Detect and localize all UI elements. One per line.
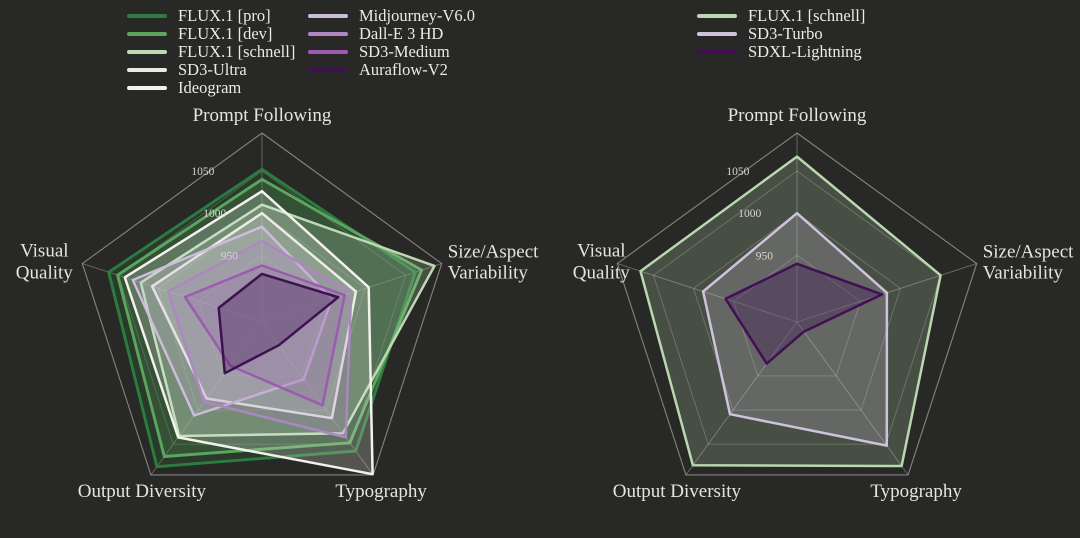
legend-swatch-sdxl-lightning: [697, 50, 737, 54]
axis-label-typography: Typography: [335, 481, 427, 502]
radar-outer-boundary: [616, 132, 978, 476]
series-polygon-sd3-turbo: [701, 211, 889, 447]
radar-spoke-visual-quality: [82, 263, 263, 323]
legend-item-sd3-ultra: SD3-Ultra: [127, 61, 295, 79]
radial-tick-label-1000: 1000: [203, 208, 226, 220]
legend-swatch-flux-1-schnell: [127, 50, 167, 54]
legend-label-midjourney-v6-0: Midjourney-V6.0: [359, 6, 475, 25]
legend-label-dall-e-3-hd: Dall-E 3 HD: [359, 24, 444, 43]
legend-item-sd3-turbo: SD3-Turbo: [697, 25, 865, 43]
legend-item-flux-1-schnell: FLUX.1 [schnell]: [697, 7, 865, 25]
legend-label-flux-1-schnell: FLUX.1 [schnell]: [178, 42, 296, 61]
legend-swatch-sd3-ultra: [127, 68, 167, 72]
legend-chart1-col2: Midjourney-V6.0 Dall-E 3 HD SD3-Medium Aura…: [308, 7, 475, 79]
legend-item-sdxl-lightning: SDXL-Lightning: [697, 43, 865, 61]
axis-label-typography: Typography: [870, 481, 962, 502]
radar-gridline-1050: [652, 170, 942, 445]
axis-label-visual-quality-line1: Visual: [20, 241, 68, 262]
radial-tick-label-950: 950: [756, 250, 774, 262]
radar-gridline-1000: [692, 212, 902, 411]
legend-item-auraflow-v2: Auraflow-V2: [308, 61, 475, 79]
axis-label-size-aspect-variability-line2: Variability: [448, 263, 529, 284]
legend-item-flux-1-dev: FLUX.1 [dev]: [127, 25, 295, 43]
legend-swatch-flux-1-dev: [127, 32, 167, 36]
series-polygon-flux-1-schnell: [639, 155, 942, 468]
legend-item-flux-1-pro: FLUX.1 [pro]: [127, 7, 295, 25]
legend-swatch-flux-1-pro: [127, 14, 167, 18]
legend-swatch-auraflow-v2: [308, 68, 348, 72]
radar-chart-2: 950 1000 1050 Prompt Following Size/AspectVa…: [573, 105, 1074, 502]
series-polygon-sdxl-lightning: [724, 262, 884, 365]
legend-chart2-col1: FLUX.1 [schnell] SD3-Turbo SDXL-Lightning: [697, 7, 865, 61]
axis-label-size-aspect-variability-line1: Size/Aspect: [983, 242, 1074, 263]
legend-swatch-dall-e-3-hd: [308, 32, 348, 36]
axis-label-output-diversity: Output Diversity: [613, 481, 742, 502]
legend-item-dall-e-3-hd: Dall-E 3 HD: [308, 25, 475, 43]
legend-item-sd3-medium: SD3-Medium: [308, 43, 475, 61]
legend-swatch-ideogram: [127, 86, 167, 90]
legend-swatch-sd3-turbo: [697, 32, 737, 36]
series-polygon-sd3-ultra: [150, 211, 358, 420]
radial-tick-label-1050: 1050: [726, 166, 749, 178]
radar-chart-1: 950 1000 1050 Prompt Following Size/AspectVa…: [16, 105, 539, 502]
legend-label-sd3-ultra: SD3-Ultra: [178, 60, 247, 79]
radar-spoke-typography: [796, 321, 909, 476]
legend-swatch-sd3-medium: [308, 50, 348, 54]
radar-gridline-950: [733, 254, 861, 377]
axis-label-visual-quality-line2: Quality: [16, 263, 73, 284]
radar-spoke-typography: [261, 321, 374, 476]
radial-tick-label-1000: 1000: [738, 208, 761, 220]
legend-item-flux-1-schnell: FLUX.1 [schnell]: [127, 43, 295, 61]
legend-label-sd3-medium: SD3-Medium: [359, 42, 450, 61]
legend-label-flux-1-dev: FLUX.1 [dev]: [178, 24, 273, 43]
legend-item-midjourney-v6-0: Midjourney-V6.0: [308, 7, 475, 25]
series-polygon-dall-e-3-hd: [166, 239, 353, 439]
axis-label-size-aspect-variability-line1: Size/Aspect: [448, 242, 539, 263]
legend-label-sdxl-lightning: SDXL-Lightning: [748, 42, 862, 61]
legend-swatch-flux-1-schnell: [697, 14, 737, 18]
axis-label-prompt-following: Prompt Following: [728, 105, 867, 126]
legend-swatch-midjourney-v6-0: [308, 14, 348, 18]
axis-label-visual-quality-line1: Visual: [577, 241, 625, 262]
series-polygon-auraflow-v2: [217, 272, 340, 375]
axis-label-prompt-following: Prompt Following: [193, 105, 332, 126]
legend-chart1-col1: FLUX.1 [pro] FLUX.1 [dev] FLUX.1 [schnell]…: [127, 7, 295, 97]
legend-label-flux-1-pro: FLUX.1 [pro]: [178, 6, 271, 25]
radial-tick-label-950: 950: [221, 250, 239, 262]
legend-label-flux-1-schnell: FLUX.1 [schnell]: [748, 6, 866, 25]
axis-label-visual-quality-line2: Quality: [573, 263, 630, 284]
legend-label-ideogram: Ideogram: [178, 78, 242, 97]
axis-label-output-diversity: Output Diversity: [78, 481, 207, 502]
series-polygon-flux-1-pro: [107, 167, 417, 469]
radar-spoke-visual-quality: [617, 263, 798, 323]
legend-item-ideogram: Ideogram: [127, 79, 295, 97]
legend-label-sd3-turbo: SD3-Turbo: [748, 24, 823, 43]
radar-gridline-950: [198, 254, 326, 377]
radar-spoke-output-diversity: [685, 321, 798, 476]
series-polygon-sd3-medium: [183, 264, 346, 407]
radar-outer-boundary: [81, 132, 443, 476]
legend-label-auraflow-v2: Auraflow-V2: [359, 60, 448, 79]
axis-label-size-aspect-variability-line2: Variability: [983, 263, 1064, 284]
series-polygon-ideogram: [123, 189, 374, 476]
radar-gridline-1000: [157, 212, 367, 411]
radial-tick-label-1050: 1050: [191, 166, 214, 178]
